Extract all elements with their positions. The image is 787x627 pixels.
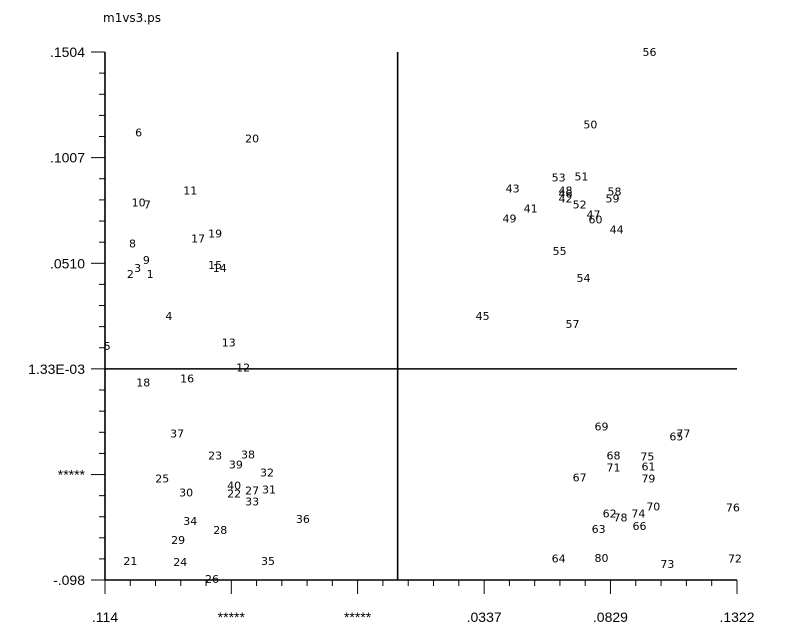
- data-point-label: 58: [608, 185, 622, 198]
- data-point-label: 75: [640, 451, 654, 464]
- data-point-label: 64: [552, 553, 566, 566]
- data-point-label: 24: [173, 556, 187, 569]
- data-point-label: 68: [607, 449, 621, 462]
- x-tick-label: .0337: [467, 609, 502, 625]
- x-tick-label: .1322: [719, 609, 754, 625]
- y-tick-label: 1.33E-03: [28, 361, 85, 377]
- data-point-label: 2: [127, 268, 134, 281]
- x-tick-label: *****: [218, 609, 246, 625]
- data-point-label: 25: [155, 473, 169, 486]
- data-point-label: 12: [236, 362, 250, 375]
- data-point-label: 6: [135, 127, 142, 140]
- data-point-label: 13: [222, 337, 236, 350]
- data-point-label: 59: [605, 192, 619, 205]
- data-point-label: 62: [603, 508, 617, 521]
- y-tick-label: .1007: [50, 150, 85, 166]
- data-point-label: 21: [123, 555, 137, 568]
- data-point-label: 53: [552, 171, 566, 184]
- data-point-label: 22: [227, 487, 241, 500]
- data-point-label: 4: [165, 310, 172, 323]
- chart-title: m1vs3.ps: [103, 11, 161, 25]
- data-point-label: 31: [262, 484, 276, 497]
- data-point-label: 29: [171, 534, 185, 547]
- data-point-label: 14: [213, 262, 227, 275]
- data-point-label: 32: [260, 467, 274, 480]
- data-point-label: 61: [641, 460, 655, 473]
- data-point-label: 47: [587, 208, 601, 221]
- data-point-label: 39: [229, 459, 243, 472]
- data-point-label: 35: [261, 555, 275, 568]
- data-point-label: 10: [132, 196, 146, 209]
- data-point-label: 7: [144, 198, 151, 211]
- data-point-label: 16: [180, 372, 194, 385]
- data-point-label: 54: [576, 272, 590, 285]
- data-point-label: 63: [592, 523, 606, 536]
- data-point-label: 49: [503, 212, 517, 225]
- data-point-label: 70: [646, 501, 660, 514]
- data-point-label: 71: [607, 462, 621, 475]
- data-point-label: 33: [245, 496, 259, 509]
- data-point-label: 67: [573, 472, 587, 485]
- data-point-label: 20: [245, 133, 259, 146]
- data-point-label: 28: [213, 524, 227, 537]
- data-point-label: 50: [583, 118, 597, 131]
- data-point-label: 1: [147, 268, 154, 281]
- data-point-label: 41: [524, 202, 538, 215]
- data-point-label: 51: [574, 170, 588, 183]
- data-point-label: 69: [594, 421, 608, 434]
- y-ticks: .1504 .1007 .0510 1.33E-03 ***** -.098: [28, 44, 105, 588]
- data-point-label: 48: [559, 184, 573, 197]
- data-point-label: 55: [553, 245, 567, 258]
- data-point-label: 80: [594, 552, 608, 565]
- data-point-label: 23: [208, 449, 222, 462]
- data-point-label: 9: [143, 254, 150, 267]
- data-point-label: 45: [476, 310, 490, 323]
- data-point-label: 27: [245, 485, 259, 498]
- y-tick-label: .1504: [50, 44, 85, 60]
- data-point-label: 79: [641, 473, 655, 486]
- data-point-label: 42: [559, 192, 573, 205]
- data-point-label: 15: [208, 259, 222, 272]
- y-tick-label: .0510: [50, 255, 85, 271]
- data-point-label: 11: [183, 184, 197, 197]
- data-point-label: 60: [589, 213, 603, 226]
- data-points: 12 34567891011121314151617181920212223242…: [104, 46, 742, 586]
- data-point-label: 73: [660, 558, 674, 571]
- data-point-label: 5: [104, 340, 111, 353]
- data-point-label: 38: [241, 448, 255, 461]
- data-point-label: 3: [134, 262, 141, 275]
- data-point-label: 44: [610, 223, 624, 236]
- x-tick-label: .0829: [593, 609, 628, 625]
- data-point-label: 19: [208, 227, 222, 240]
- data-point-label: 57: [565, 318, 579, 331]
- data-point-label: 52: [573, 198, 587, 211]
- data-point-label: 76: [726, 502, 740, 515]
- data-point-label: 46: [559, 187, 573, 200]
- data-point-label: 72: [728, 553, 742, 566]
- y-tick-label: *****: [58, 467, 86, 483]
- data-point-label: 26: [205, 573, 219, 586]
- data-point-label: 37: [170, 428, 184, 441]
- data-point-label: 65: [669, 431, 683, 444]
- data-point-label: 77: [676, 428, 690, 441]
- x-tick-label: .114: [92, 609, 118, 625]
- data-point-label: 36: [296, 513, 310, 526]
- data-point-label: 18: [136, 377, 150, 390]
- x-tick-label: *****: [344, 609, 372, 625]
- data-point-label: 74: [631, 508, 645, 521]
- data-point-label: 78: [613, 512, 627, 525]
- data-point-label: 17: [191, 232, 205, 245]
- x-ticks: .114 ***** ***** .0337 .0829 .1322: [92, 580, 755, 625]
- data-point-label: 56: [642, 46, 656, 59]
- data-point-label: 43: [506, 182, 520, 195]
- y-tick-label: -.098: [53, 572, 85, 588]
- data-point-label: 66: [632, 520, 646, 533]
- data-point-label: 40: [227, 480, 241, 493]
- data-point-label: 30: [179, 487, 193, 500]
- data-point-label: 34: [183, 515, 197, 528]
- data-point-label: 8: [129, 237, 136, 250]
